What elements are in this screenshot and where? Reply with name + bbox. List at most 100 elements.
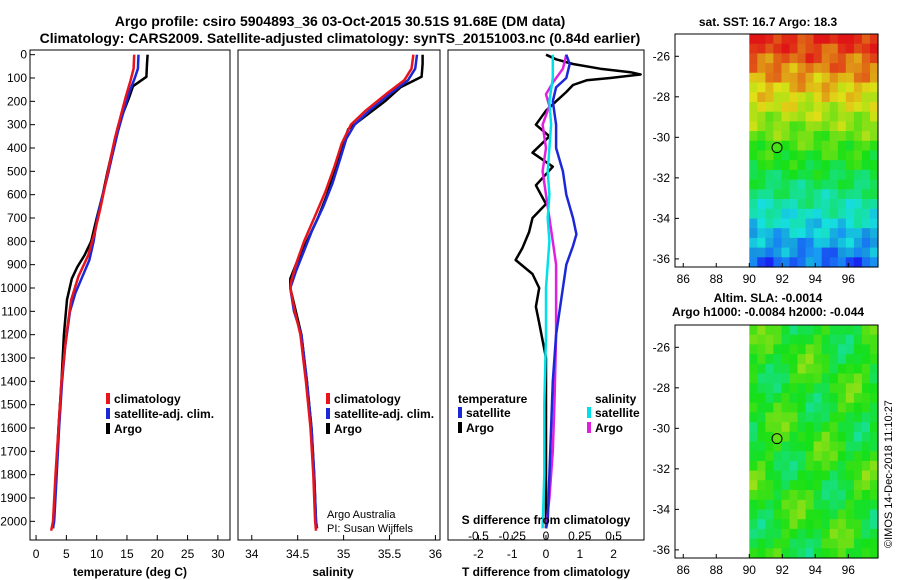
depth-tick-label: 1300 bbox=[0, 351, 27, 365]
sla-map-cell bbox=[853, 373, 863, 384]
legend-climatology-label: climatology bbox=[114, 392, 181, 406]
sst-map-cell bbox=[773, 199, 782, 210]
sst-map-cell bbox=[749, 247, 758, 258]
sla-map-title-2: Argo h1000: -0.0084 h2000: -0.044 bbox=[672, 305, 864, 319]
sla-map-cell bbox=[845, 354, 855, 365]
sla-map-cell bbox=[797, 422, 807, 433]
sla-map-cell bbox=[861, 393, 871, 404]
sla-map-cell bbox=[805, 393, 815, 404]
legend-t-argo-swatch bbox=[458, 422, 462, 433]
sla-map-cell bbox=[757, 383, 766, 394]
sst-map-cell bbox=[829, 102, 839, 113]
sla-map-cell bbox=[837, 451, 847, 462]
legend-t-satellite-label: satellite bbox=[466, 406, 511, 420]
sst-map-cell bbox=[821, 150, 831, 161]
sla-map-cell bbox=[805, 344, 815, 355]
sst-map-cell bbox=[765, 131, 774, 142]
sst-map-cell bbox=[749, 228, 758, 239]
salinity-x-tick-label: 36 bbox=[429, 547, 443, 561]
sst-map-cell bbox=[821, 82, 831, 93]
sla-map-cell bbox=[813, 373, 823, 384]
sst-map-cell bbox=[861, 257, 871, 268]
sst-map-frame bbox=[674, 33, 879, 268]
sla-map-cell bbox=[870, 334, 879, 345]
sst-map-cell bbox=[789, 131, 799, 142]
sst-map-cell bbox=[845, 53, 855, 64]
sst-map-cell bbox=[853, 218, 863, 229]
sla-map-cell bbox=[757, 470, 766, 481]
sla-map-cell bbox=[805, 402, 815, 413]
difference-t-satellite-line bbox=[544, 54, 578, 529]
sla-map-cell bbox=[845, 373, 855, 384]
sla-map-cell bbox=[821, 363, 831, 375]
sst-map-cell bbox=[829, 150, 839, 161]
sst-map-cell bbox=[797, 82, 807, 93]
sla-map-cell bbox=[757, 548, 766, 559]
sst-map-y-tick-label: -32 bbox=[653, 171, 671, 185]
sst-map-cell bbox=[805, 257, 815, 268]
sla-map-x-tick-label: 88 bbox=[710, 563, 724, 577]
sst-map-cell bbox=[861, 150, 871, 161]
sst-map-cell bbox=[845, 82, 855, 93]
sst-map-cell bbox=[821, 179, 831, 190]
sst-map-x-tick-label: 92 bbox=[776, 272, 790, 286]
sla-map-cell bbox=[789, 490, 799, 501]
sst-map-cell bbox=[789, 140, 799, 152]
sla-map-cell bbox=[797, 363, 807, 375]
sla-map-x-tick-label: 86 bbox=[677, 563, 691, 577]
s-difference-tick-label: 0.25 bbox=[568, 529, 592, 543]
temperature-satellite-adj-clim--line bbox=[51, 54, 140, 529]
sst-map-cell bbox=[861, 53, 871, 64]
sst-map-cell bbox=[861, 140, 871, 152]
depth-tick-label: 1000 bbox=[0, 281, 27, 295]
sla-map-cell bbox=[829, 325, 839, 336]
sst-map-cell bbox=[813, 82, 823, 93]
sla-map-cell bbox=[797, 460, 807, 472]
sla-map-cell bbox=[773, 383, 782, 394]
sla-map-cell bbox=[829, 422, 839, 433]
sst-map-cell bbox=[861, 189, 871, 200]
sst-map-cell bbox=[789, 150, 799, 161]
sst-map-cell bbox=[829, 63, 839, 74]
sla-map-cell bbox=[749, 383, 758, 394]
sla-map-cell bbox=[749, 538, 758, 549]
sst-map-cell bbox=[781, 160, 791, 171]
sst-map-cell bbox=[789, 169, 799, 181]
sla-map-cell bbox=[781, 383, 791, 394]
sla-map-y-tick-label: -28 bbox=[653, 381, 671, 395]
sla-map-cell bbox=[870, 460, 879, 472]
sst-map-cell bbox=[870, 228, 879, 239]
depth-tick-label: 1800 bbox=[0, 468, 27, 482]
sst-map-cell bbox=[765, 82, 774, 93]
sst-map-cell bbox=[821, 111, 831, 122]
sst-map-cell bbox=[765, 121, 774, 132]
sst-map-cell bbox=[797, 140, 807, 152]
sst-map-cell bbox=[829, 208, 839, 220]
sst-map-cell bbox=[805, 102, 815, 113]
sst-map-cell bbox=[749, 34, 758, 45]
sla-map-cell bbox=[765, 402, 774, 413]
sla-map-cell bbox=[749, 441, 758, 452]
sst-map-cell bbox=[781, 131, 791, 142]
sst-map-cell bbox=[765, 257, 774, 268]
sla-map-cell bbox=[757, 538, 766, 549]
sst-map-cell bbox=[757, 121, 766, 132]
sla-map-cell bbox=[861, 334, 871, 345]
sla-map-cell bbox=[813, 354, 823, 365]
sla-map-cell bbox=[797, 412, 807, 423]
sst-map-cell bbox=[749, 92, 758, 103]
sst-map-cell bbox=[845, 102, 855, 113]
sst-map-cell bbox=[797, 247, 807, 258]
sst-map-cell bbox=[805, 237, 815, 249]
sla-map-cell bbox=[765, 334, 774, 345]
depth-tick-label: 600 bbox=[7, 188, 27, 202]
sla-map-cell bbox=[845, 509, 855, 520]
sla-map-cell bbox=[813, 490, 823, 501]
sst-map-cell bbox=[749, 189, 758, 200]
sst-map-cell bbox=[781, 63, 791, 74]
sla-map-cell bbox=[829, 344, 839, 355]
sla-map-cell bbox=[789, 509, 799, 520]
credit-pi: PI: Susan Wijffels bbox=[327, 523, 413, 535]
sst-map-cell bbox=[765, 199, 774, 210]
sst-map-cell bbox=[829, 257, 839, 268]
